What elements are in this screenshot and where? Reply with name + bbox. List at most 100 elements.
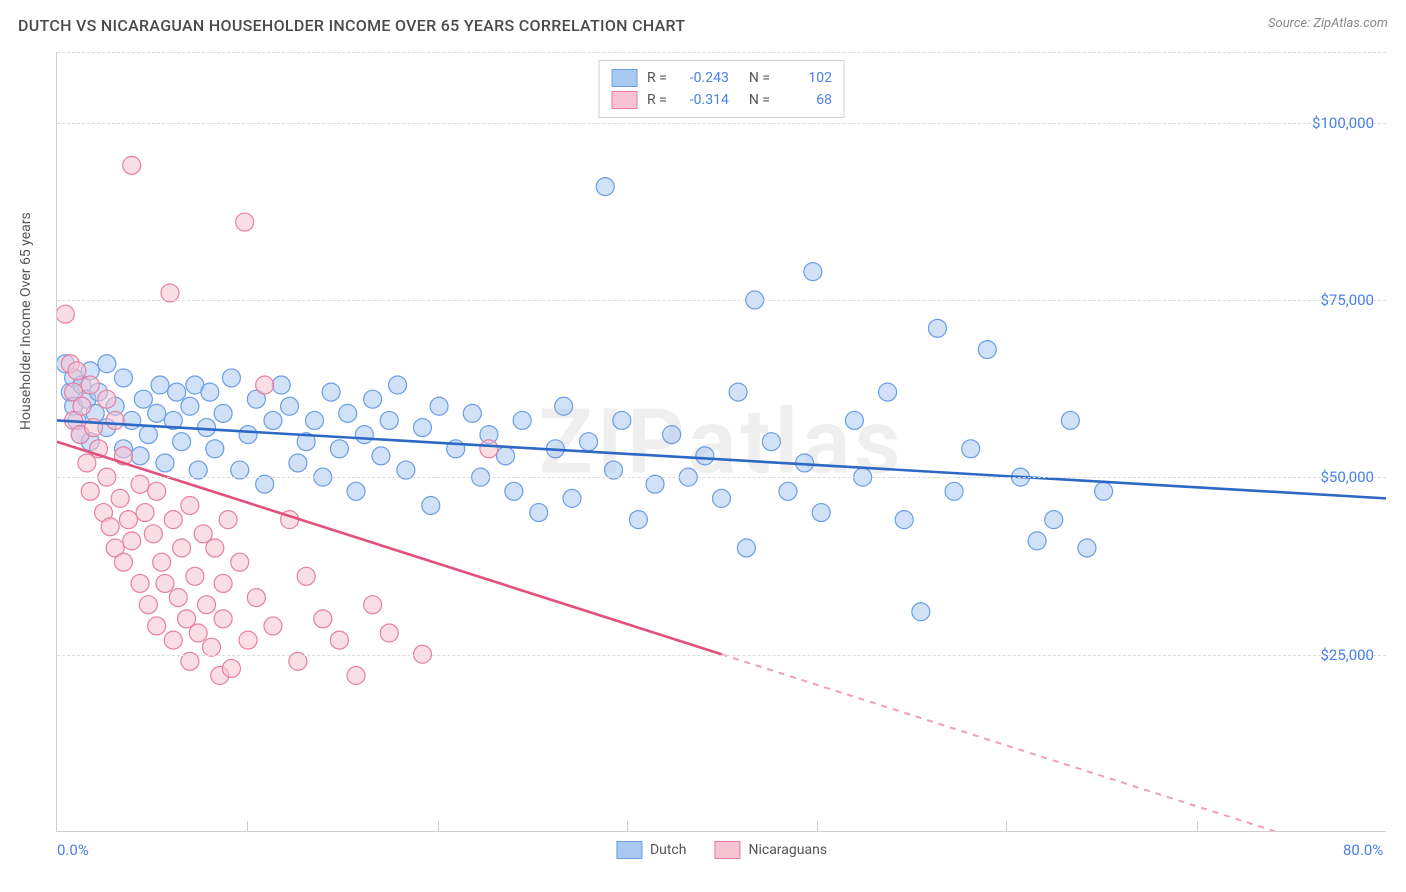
gridline — [57, 123, 1386, 124]
data-point — [168, 383, 186, 401]
data-point — [148, 404, 166, 422]
legend-swatch — [714, 841, 740, 859]
data-point — [106, 411, 124, 429]
x-tick-label: 0.0% — [57, 841, 89, 859]
gridline — [57, 52, 1386, 53]
data-point — [222, 659, 240, 677]
trend-line-extrapolation — [721, 654, 1275, 831]
data-point — [1061, 411, 1079, 429]
data-point — [762, 433, 780, 451]
data-point — [264, 617, 282, 635]
data-point — [513, 411, 531, 429]
data-point — [845, 411, 863, 429]
data-point — [663, 426, 681, 444]
x-minor-tick — [817, 821, 818, 831]
x-minor-tick — [247, 821, 248, 831]
data-point — [114, 553, 132, 571]
data-point — [131, 447, 149, 465]
data-point — [912, 603, 930, 621]
data-point — [236, 213, 254, 231]
data-point — [555, 397, 573, 415]
data-point — [214, 404, 232, 422]
data-point — [123, 532, 141, 550]
data-point — [164, 511, 182, 529]
data-point — [330, 631, 348, 649]
data-point — [497, 447, 515, 465]
data-point — [181, 397, 199, 415]
data-point — [123, 411, 141, 429]
data-point — [214, 574, 232, 592]
data-point — [305, 411, 323, 429]
data-point — [134, 390, 152, 408]
data-point — [151, 376, 169, 394]
data-point — [729, 383, 747, 401]
data-point — [397, 461, 415, 479]
data-point — [314, 610, 332, 628]
legend-bottom: Dutch Nicaraguans — [616, 841, 827, 859]
data-point — [81, 376, 99, 394]
data-point — [380, 624, 398, 642]
data-point — [231, 553, 249, 571]
x-minor-tick — [438, 821, 439, 831]
legend-label: Dutch — [650, 842, 687, 858]
data-point — [247, 589, 265, 607]
x-minor-tick — [627, 821, 628, 831]
data-point — [206, 440, 224, 458]
data-point — [98, 355, 116, 373]
data-point — [256, 376, 274, 394]
data-point — [148, 482, 166, 500]
data-point — [201, 383, 219, 401]
data-point — [173, 433, 191, 451]
data-point — [297, 567, 315, 585]
data-point — [139, 596, 157, 614]
data-point — [413, 419, 431, 437]
data-point — [596, 178, 614, 196]
legend-label: Nicaraguans — [748, 842, 827, 858]
data-point — [181, 496, 199, 514]
data-point — [1028, 532, 1046, 550]
legend-swatch — [616, 841, 642, 859]
data-point — [123, 156, 141, 174]
data-point — [530, 504, 548, 522]
data-point — [505, 482, 523, 500]
data-point — [219, 511, 237, 529]
data-point — [189, 624, 207, 642]
chart-title: DUTCH VS NICARAGUAN HOUSEHOLDER INCOME O… — [18, 16, 685, 35]
data-point — [264, 411, 282, 429]
x-tick-label: 80.0% — [1343, 841, 1383, 859]
data-point — [153, 553, 171, 571]
y-tick-label: $25,000 — [1320, 646, 1374, 664]
data-point — [380, 411, 398, 429]
data-point — [272, 376, 290, 394]
data-point — [895, 511, 913, 529]
chart-area: ZIPatlas R =-0.243 N =102 R =-0.314 N =6… — [56, 52, 1386, 832]
data-point — [372, 447, 390, 465]
y-tick-label: $75,000 — [1320, 291, 1374, 309]
data-point — [364, 596, 382, 614]
data-point — [355, 426, 373, 444]
data-point — [173, 539, 191, 557]
data-point — [214, 610, 232, 628]
data-point — [364, 390, 382, 408]
legend-item: Dutch — [616, 841, 687, 859]
x-minor-tick — [1197, 821, 1198, 831]
data-point — [203, 638, 221, 656]
data-point — [347, 482, 365, 500]
data-point — [389, 376, 407, 394]
data-point — [206, 539, 224, 557]
data-point — [144, 525, 162, 543]
data-point — [156, 454, 174, 472]
data-point — [111, 489, 129, 507]
y-tick-label: $100,000 — [1312, 114, 1374, 132]
data-point — [629, 511, 647, 529]
data-point — [231, 461, 249, 479]
data-point — [81, 482, 99, 500]
data-point — [1045, 511, 1063, 529]
data-point — [978, 341, 996, 359]
data-point — [186, 567, 204, 585]
data-point — [430, 397, 448, 415]
data-point — [281, 397, 299, 415]
data-point — [339, 404, 357, 422]
data-point — [347, 667, 365, 685]
data-point — [812, 504, 830, 522]
